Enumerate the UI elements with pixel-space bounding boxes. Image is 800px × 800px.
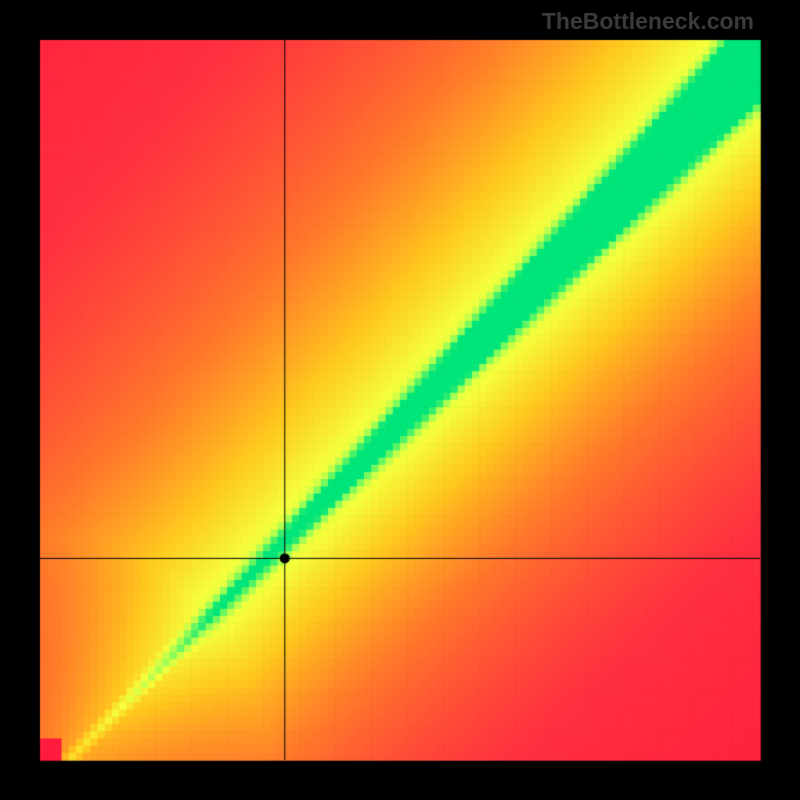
watermark-text: TheBottleneck.com <box>542 8 754 35</box>
heatmap-canvas <box>0 0 800 800</box>
chart-container: TheBottleneck.com <box>0 0 800 800</box>
